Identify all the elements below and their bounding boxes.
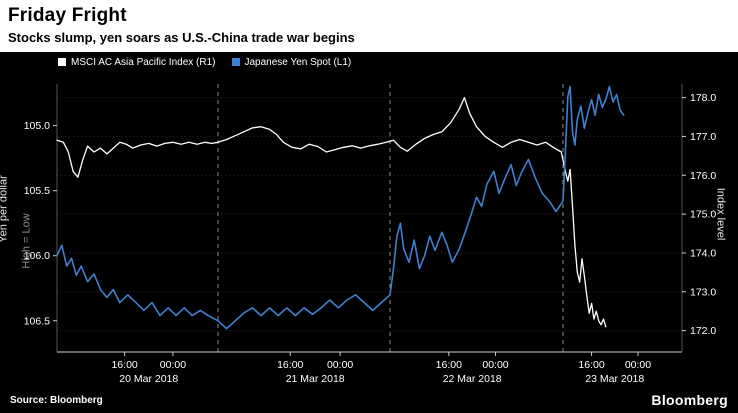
msci-line [56, 96, 607, 328]
time-tick-label: 00:00 [625, 359, 651, 371]
left-axis-tick-label: 106.5 [24, 315, 50, 327]
date-label: 23 Mar 2018 [585, 373, 644, 384]
bloomberg-logo: Bloomberg [651, 392, 728, 408]
time-tick-label: 00:00 [160, 359, 186, 371]
legend-item-yen: Japanese Yen Spot (L1) [231, 56, 352, 68]
time-tick-label: 16:00 [277, 359, 303, 371]
legend-swatch-msci [58, 58, 66, 66]
left-axis-tick-label: 105.0 [24, 120, 50, 132]
source-credit: Source: Bloomberg [10, 394, 103, 406]
legend-label-yen: Japanese Yen Spot (L1) [244, 56, 352, 68]
legend-swatch-yen [231, 58, 240, 66]
right-axis-tick-label: 174.0 [690, 247, 716, 259]
chart-legend: MSCI AC Asia Pacific Index (R1) Japanese… [0, 52, 738, 72]
time-tick-label: 00:00 [482, 359, 508, 371]
time-tick-label: 16:00 [578, 359, 604, 371]
right-axis-title: Index level [714, 187, 727, 241]
right-axis-tick-label: 177.0 [690, 131, 716, 143]
legend-item-msci: MSCI AC Asia Pacific Index (R1) [58, 57, 216, 68]
date-label: 22 Mar 2018 [443, 373, 502, 384]
left-axis-tick-label: 105.5 [24, 185, 50, 197]
date-label: 20 Mar 2018 [119, 373, 178, 384]
right-axis-tick-label: 178.0 [690, 92, 716, 104]
left-axis-title: Yen per dollar [0, 175, 10, 243]
left-axis-tick-label: 106.0 [24, 250, 50, 262]
headline-panel: Friday Fright Stocks slump, yen soars as… [0, 0, 738, 52]
time-tick-label: 16:00 [436, 359, 462, 371]
date-label: 21 Mar 2018 [286, 373, 345, 384]
right-axis-tick-label: 172.0 [690, 325, 716, 337]
dual-axis-line-chart: 178.0 177.0 176.0 175.0 174.0 173.0 172.0 105.0… [24, 84, 716, 384]
right-axis-tick-label: 175.0 [690, 209, 716, 221]
time-tick-label: 00:00 [327, 359, 353, 371]
yen-line [56, 85, 625, 330]
right-axis-tick-label: 176.0 [690, 170, 716, 182]
right-axis-tick-label: 173.0 [690, 286, 716, 298]
page-title: Friday Fright [8, 5, 127, 26]
chart-panel: MSCI AC Asia Pacific Index (R1) Japanese… [0, 52, 738, 413]
time-tick-label: 16:00 [111, 359, 137, 371]
left-axis-inverted-note: High = Low [20, 213, 33, 269]
page-subtitle: Stocks slump, yen soars as U.S.-China tr… [8, 30, 355, 45]
legend-label-msci: MSCI AC Asia Pacific Index (R1) [71, 56, 216, 68]
chart-footer: Source: Bloomberg Bloomberg [0, 387, 738, 413]
